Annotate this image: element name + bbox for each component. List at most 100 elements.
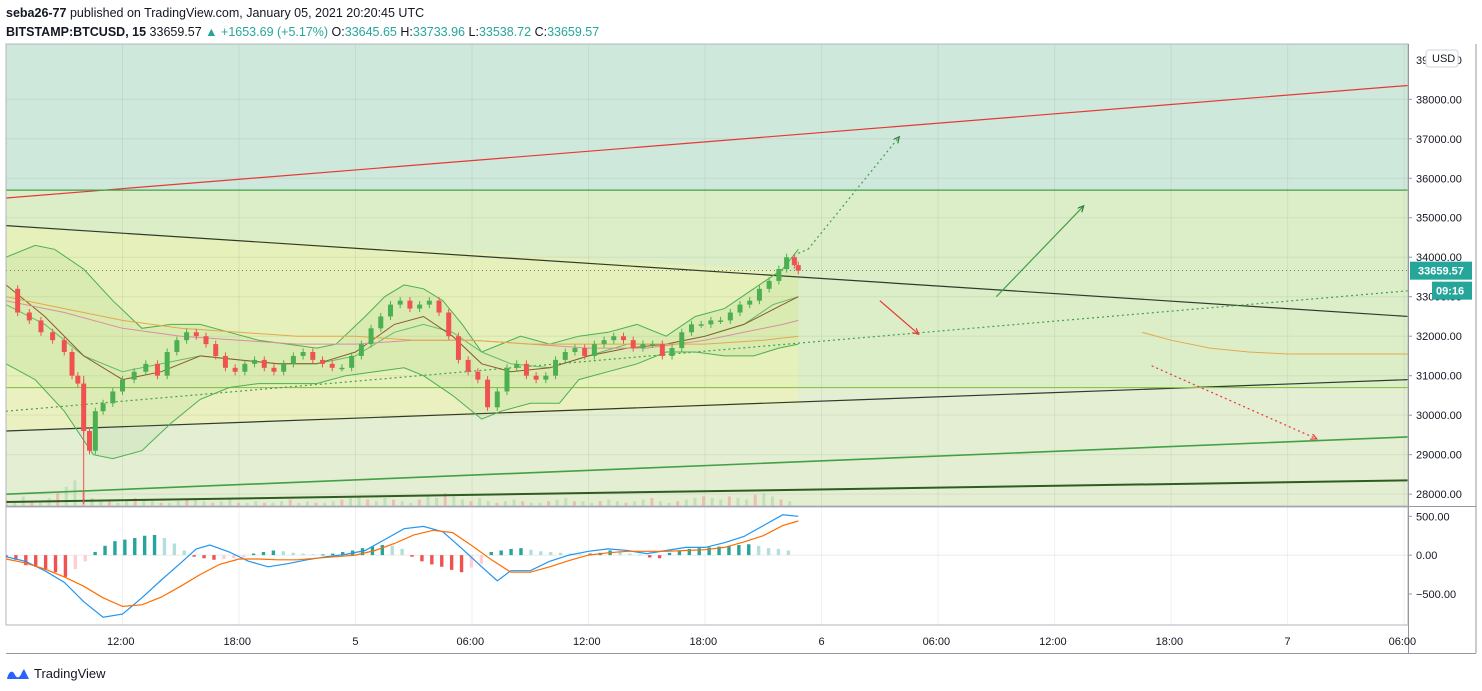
volume-bar — [736, 498, 740, 506]
macd-histogram-bar — [499, 550, 503, 556]
candle-body — [436, 300, 442, 313]
candle-body — [310, 352, 316, 360]
candle-body — [38, 320, 44, 333]
candle-body — [92, 411, 98, 451]
volume-bar — [426, 496, 430, 506]
last-price-tag — [1410, 261, 1472, 280]
shaded-zone-0 — [6, 44, 1408, 191]
volume-bar — [280, 501, 284, 506]
publisher-name[interactable]: seba26-77 — [6, 6, 67, 20]
macd-line — [6, 514, 799, 618]
chart-canvas[interactable]: 38000.00 37000.00 36000.00 35000.00 34000.00… — [0, 0, 1482, 660]
candle-body — [426, 300, 432, 305]
macd-histogram-bar — [113, 541, 117, 556]
grid — [6, 44, 1408, 625]
candle-body — [281, 363, 287, 372]
volume-bar — [409, 502, 413, 506]
volume-bar — [64, 486, 68, 506]
symbol-label[interactable]: BITSTAMP:BTCUSD, 15 — [6, 25, 147, 39]
candle-body — [601, 340, 607, 345]
countdown-label: 09:16 — [1436, 286, 1464, 298]
annotation-trendline-3 — [6, 379, 1408, 432]
candle-body — [485, 379, 491, 408]
volume-bar — [486, 501, 490, 506]
tradingview-logo-icon — [7, 669, 29, 679]
macd-histogram-bar — [6, 555, 8, 557]
macd-histogram-bar — [707, 547, 711, 556]
candle-body — [387, 304, 393, 317]
annotation-dotted-7 — [798, 248, 809, 254]
macd-histogram-bar — [410, 555, 414, 557]
macd-histogram-bar — [529, 549, 533, 556]
macd-histogram-bar — [390, 545, 394, 556]
volume-bar — [38, 502, 42, 506]
volume-bar — [779, 499, 783, 506]
y-tick-label: 37000.00 — [1416, 134, 1462, 146]
volume-bar — [357, 496, 361, 506]
candle-body — [120, 379, 126, 392]
macd-histogram-bar — [648, 555, 652, 558]
volume-bar — [607, 499, 611, 506]
volume-bar — [159, 502, 163, 506]
macd-histogram-bar — [34, 555, 38, 567]
volume-bar — [185, 499, 189, 506]
volume-bar — [383, 498, 387, 506]
candle-body — [349, 355, 355, 368]
volume-bar — [762, 493, 766, 506]
bollinger-upper — [6, 244, 799, 353]
x-tick-label: 7 — [1285, 636, 1291, 648]
annotation-trendline-6 — [6, 479, 1408, 504]
candle-body — [475, 371, 481, 380]
footer-brand[interactable]: TradingView — [34, 665, 106, 681]
macd-histogram-bar — [687, 548, 692, 556]
x-tick-label: 06:00 — [457, 636, 485, 648]
volume-bar — [331, 501, 335, 506]
candle-body — [708, 320, 714, 325]
candle-body — [242, 363, 248, 372]
volume-bar — [435, 498, 439, 506]
change-arrow-icon: ▲ — [205, 25, 218, 39]
candle-body — [572, 348, 578, 352]
volume-bar — [538, 502, 542, 506]
candle-body — [164, 352, 170, 376]
volume-bar — [710, 498, 714, 506]
macd-y-tick-label: −500.00 — [1416, 589, 1456, 601]
x-tick-label: 18:00 — [224, 636, 252, 648]
candle-body — [737, 304, 743, 313]
volume-bar — [374, 501, 378, 506]
macd-histogram-bar — [727, 545, 731, 556]
macd-histogram-bar — [449, 555, 454, 570]
candle-body — [514, 363, 520, 368]
volume-bar — [237, 502, 241, 506]
volume-bar — [254, 501, 258, 506]
candle-body — [222, 355, 228, 368]
macd-histogram-bar — [420, 555, 424, 562]
volume-bar — [641, 499, 645, 506]
candle-body — [50, 332, 56, 341]
candle-body — [339, 367, 345, 370]
high-label: H: — [400, 25, 413, 39]
volume-bar — [193, 498, 197, 506]
macd-histogram-bar — [14, 555, 18, 560]
candle-body — [15, 288, 21, 313]
x-tick-label: 06:00 — [923, 636, 951, 648]
low-value: 33538.72 — [478, 25, 532, 39]
footer: TradingView — [6, 662, 106, 684]
volume-bar — [521, 501, 525, 506]
y-tick-label: 35000.00 — [1416, 213, 1462, 225]
macd-histogram-bar — [618, 551, 622, 556]
volume-bar — [297, 502, 301, 506]
macd-histogram-bar — [558, 552, 563, 556]
macd-histogram-bar — [281, 551, 285, 556]
annotation-dotted-arrow-13 — [1151, 365, 1317, 439]
candle-body — [320, 359, 326, 364]
candle-body — [69, 352, 75, 376]
x-tick-label: 12:00 — [107, 636, 135, 648]
candle-body — [533, 375, 539, 380]
macd-histogram-bar — [321, 554, 325, 556]
macd-histogram-bar — [103, 545, 107, 556]
macd-histogram-bar — [133, 538, 137, 556]
candle-body — [611, 336, 617, 341]
macd-histogram-bar — [400, 548, 404, 556]
candle-body — [110, 391, 116, 404]
